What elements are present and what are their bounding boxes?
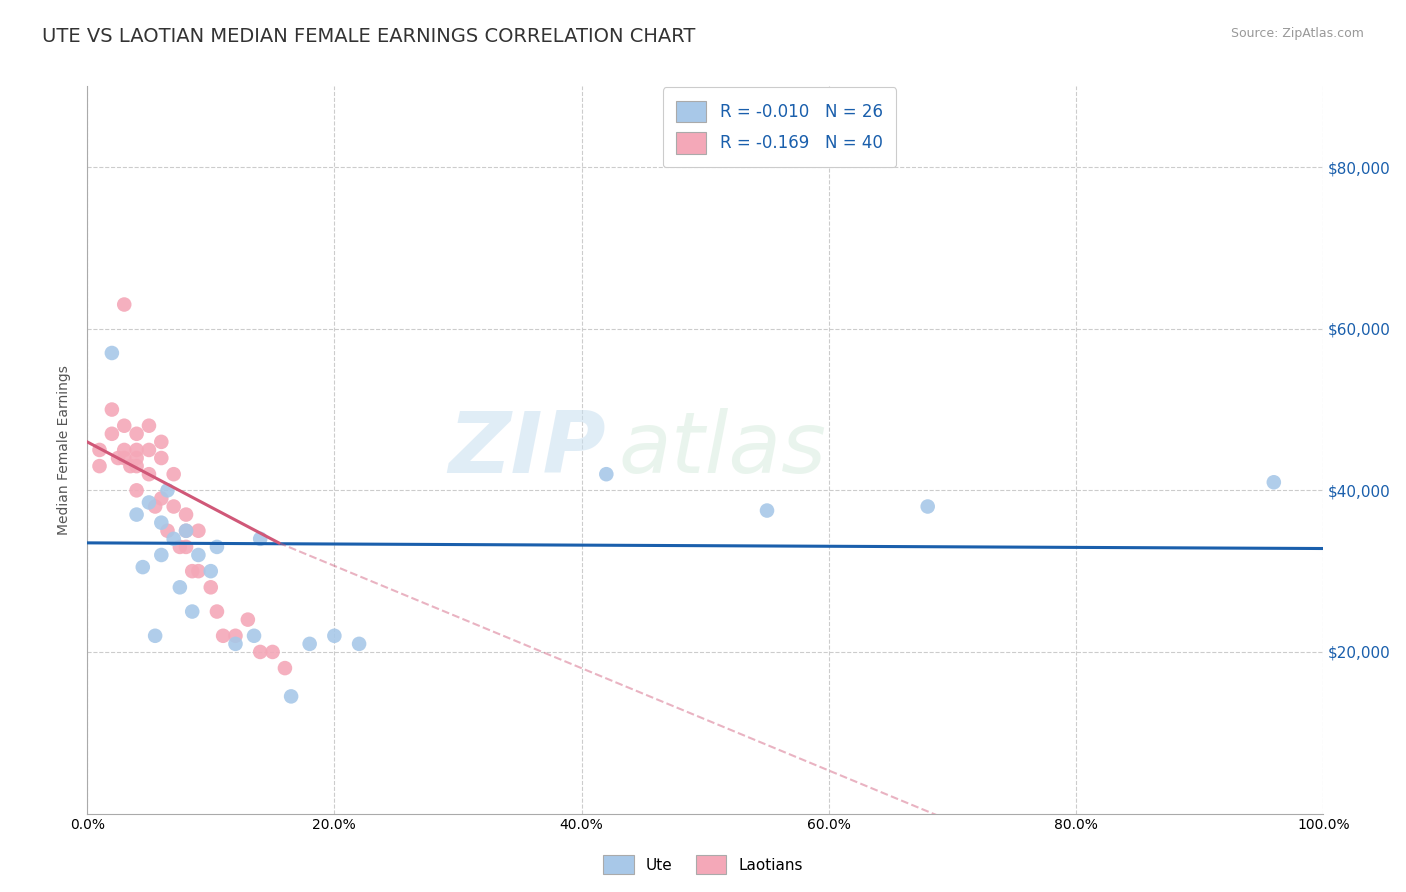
Text: atlas: atlas <box>619 409 827 491</box>
Point <box>236 613 259 627</box>
Point <box>143 500 166 514</box>
Y-axis label: Median Female Earnings: Median Female Earnings <box>58 365 72 535</box>
Point <box>132 560 155 574</box>
Point <box>1263 475 1285 490</box>
Point <box>112 297 135 311</box>
Point <box>150 491 173 506</box>
Point <box>262 645 284 659</box>
Point <box>125 426 148 441</box>
Point <box>347 637 370 651</box>
Point <box>200 580 222 594</box>
Legend: R = -0.010   N = 26, R = -0.169   N = 40: R = -0.010 N = 26, R = -0.169 N = 40 <box>662 87 896 167</box>
Point <box>224 629 246 643</box>
Point <box>174 524 197 538</box>
Point <box>163 500 186 514</box>
Point <box>187 548 209 562</box>
Point <box>174 524 197 538</box>
Point <box>200 564 222 578</box>
Point <box>280 690 302 704</box>
Point <box>120 459 142 474</box>
Point <box>243 629 266 643</box>
Text: Source: ZipAtlas.com: Source: ZipAtlas.com <box>1230 27 1364 40</box>
Point <box>138 495 160 509</box>
Point <box>224 637 246 651</box>
Point <box>112 418 135 433</box>
Point <box>249 645 271 659</box>
Point <box>163 467 186 482</box>
Point <box>143 629 166 643</box>
Point <box>89 459 111 474</box>
Point <box>181 605 204 619</box>
Point <box>101 426 124 441</box>
Point <box>125 483 148 498</box>
Point <box>163 532 186 546</box>
Point <box>205 605 228 619</box>
Point <box>150 434 173 449</box>
Text: ZIP: ZIP <box>449 409 606 491</box>
Point <box>150 516 173 530</box>
Point <box>298 637 321 651</box>
Point <box>274 661 297 675</box>
Point <box>138 442 160 457</box>
Point <box>174 508 197 522</box>
Text: UTE VS LAOTIAN MEDIAN FEMALE EARNINGS CORRELATION CHART: UTE VS LAOTIAN MEDIAN FEMALE EARNINGS CO… <box>42 27 696 45</box>
Point <box>138 467 160 482</box>
Point <box>174 540 197 554</box>
Point <box>138 418 160 433</box>
Point <box>181 564 204 578</box>
Point <box>125 459 148 474</box>
Point <box>125 442 148 457</box>
Point <box>89 442 111 457</box>
Point <box>150 548 173 562</box>
Point <box>756 503 779 517</box>
Legend: Ute, Laotians: Ute, Laotians <box>598 849 808 880</box>
Point <box>125 450 148 465</box>
Point <box>112 442 135 457</box>
Point <box>917 500 939 514</box>
Point <box>187 564 209 578</box>
Point <box>249 532 271 546</box>
Point <box>125 508 148 522</box>
Point <box>187 524 209 538</box>
Point <box>205 540 228 554</box>
Point <box>107 450 129 465</box>
Point <box>156 483 179 498</box>
Point <box>156 524 179 538</box>
Point <box>169 580 191 594</box>
Point <box>212 629 235 643</box>
Point <box>112 450 135 465</box>
Point <box>595 467 617 482</box>
Point <box>323 629 346 643</box>
Point <box>101 402 124 417</box>
Point <box>169 540 191 554</box>
Point <box>150 450 173 465</box>
Point <box>101 346 124 360</box>
